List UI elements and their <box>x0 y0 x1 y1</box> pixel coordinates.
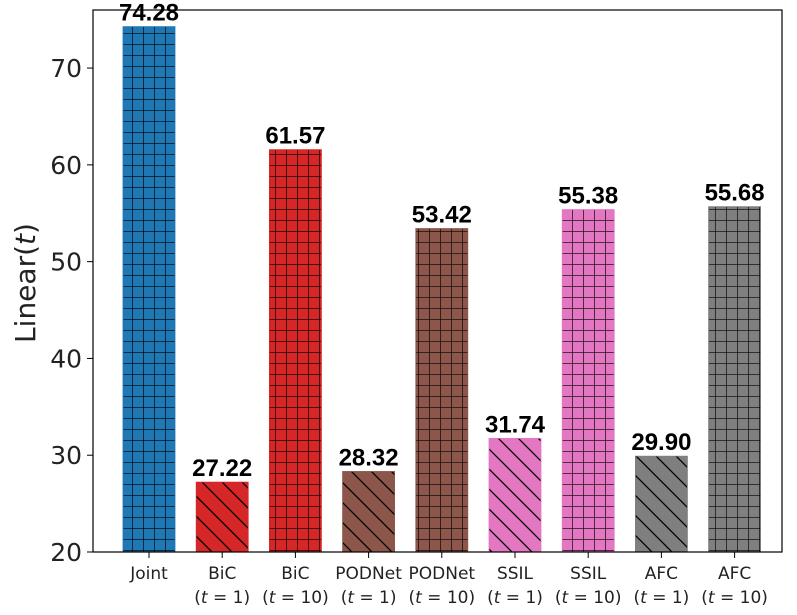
data-label: 55.38 <box>558 183 618 210</box>
y-axis-label-prefix: Linear( <box>9 245 42 343</box>
data-label: 55.68 <box>705 180 765 207</box>
x-tick-label: AFC <box>645 564 678 584</box>
x-tick-label: PODNet <box>409 564 476 584</box>
x-tick-label: PODNet <box>335 564 402 584</box>
x-tick-label: SSIL <box>570 564 607 584</box>
data-label: 31.74 <box>485 411 546 438</box>
bar <box>708 206 761 553</box>
data-label: 29.90 <box>631 429 691 456</box>
plot-frame <box>92 9 783 553</box>
bar <box>195 481 249 553</box>
y-axis: 20 30 40 50 60 70 <box>50 54 93 567</box>
data-label: 28.32 <box>339 444 399 471</box>
bar <box>415 228 469 553</box>
x-tick-label-sub: (t = 10) <box>408 588 475 608</box>
value-labels-layer: 74.28 27.22 61.57 28.32 53.42 31.74 55.38 29.90… <box>119 0 765 482</box>
y-tick-label: 50 <box>50 248 82 277</box>
y-tick-label: 20 <box>50 538 82 567</box>
y-tick-label: 30 <box>50 441 82 470</box>
x-tick-label: Joint <box>129 564 168 584</box>
x-tick-label-sub: (t = 1) <box>487 588 543 608</box>
y-axis-label: Linear(t) <box>9 223 42 343</box>
data-label: 53.42 <box>412 202 472 229</box>
y-axis-label-variable: t <box>9 233 42 245</box>
y-tick-label: 40 <box>50 344 82 373</box>
bar <box>561 209 615 553</box>
x-tick-label: AFC <box>718 564 751 584</box>
bar <box>488 437 542 553</box>
data-label: 27.22 <box>192 455 252 482</box>
y-tick-label: 70 <box>50 54 82 83</box>
bars-layer <box>122 26 761 553</box>
x-tick-label: SSIL <box>497 564 534 584</box>
x-tick-label-sub: (t = 1) <box>194 588 250 608</box>
y-tick-label: 60 <box>50 151 82 180</box>
x-tick-label: BiC <box>208 564 236 584</box>
data-label: 74.28 <box>119 0 179 27</box>
x-tick-label: BiC <box>281 564 309 584</box>
x-tick-label-sub: (t = 10) <box>262 588 329 608</box>
x-tick-label-sub: (t = 10) <box>555 588 622 608</box>
bar <box>342 471 396 553</box>
data-label: 61.57 <box>265 123 325 150</box>
x-tick-label-sub: (t = 1) <box>633 588 689 608</box>
bar <box>268 149 322 553</box>
bar <box>635 455 688 553</box>
x-axis: Joint BiC (t = 1) BiC (t = 10) PODNet (t = 1) P… <box>129 552 768 608</box>
x-tick-label-sub: (t = 10) <box>701 588 768 608</box>
y-axis-label-suffix: ) <box>9 223 42 234</box>
bar <box>122 26 176 553</box>
x-tick-label-sub: (t = 1) <box>341 588 397 608</box>
